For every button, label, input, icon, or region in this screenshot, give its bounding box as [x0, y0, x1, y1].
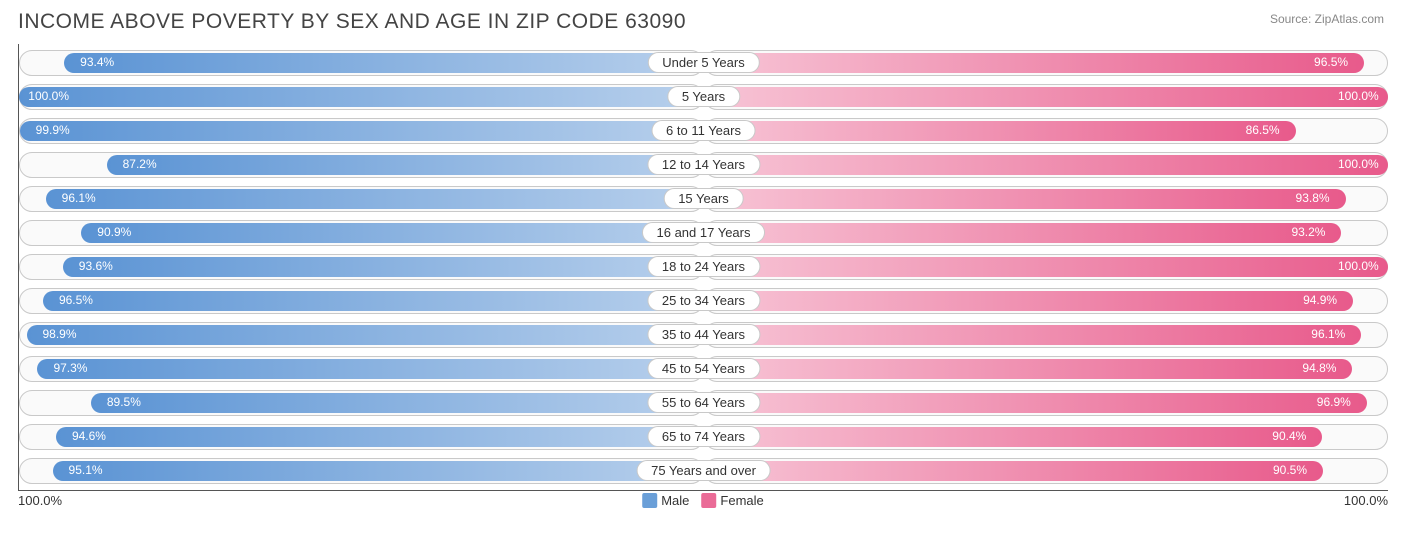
value-label-male: 93.6% — [79, 259, 113, 273]
value-label-male: 90.9% — [97, 225, 131, 239]
data-row: 94.6% 90.4% 65 to 74 Years — [19, 422, 1388, 452]
bar-male — [19, 87, 704, 107]
value-label-female: 100.0% — [1338, 89, 1379, 103]
data-row: 100.0% 100.0% 5 Years — [19, 82, 1388, 112]
value-label-female: 86.5% — [1246, 123, 1280, 137]
value-label-female: 94.8% — [1302, 361, 1336, 375]
bar-male — [53, 461, 704, 481]
bar-female — [704, 257, 1389, 277]
value-label-female: 94.9% — [1303, 293, 1337, 307]
data-row: 98.9% 96.1% 35 to 44 Years — [19, 320, 1388, 350]
data-row: 89.5% 96.9% 55 to 64 Years — [19, 388, 1388, 418]
category-label: 45 to 54 Years — [647, 358, 760, 379]
category-label: 16 and 17 Years — [642, 222, 766, 243]
legend-male-swatch — [642, 493, 657, 508]
bar-female — [704, 189, 1346, 209]
data-row: 96.1% 93.8% 15 Years — [19, 184, 1388, 214]
value-label-male: 93.4% — [80, 55, 114, 69]
data-row: 87.2% 100.0% 12 to 14 Years — [19, 150, 1388, 180]
data-row: 93.4% 96.5% Under 5 Years — [19, 48, 1388, 78]
value-label-male: 97.3% — [53, 361, 87, 375]
bar-male — [64, 53, 703, 73]
value-label-female: 100.0% — [1338, 157, 1379, 171]
bar-male — [20, 121, 704, 141]
category-label: Under 5 Years — [647, 52, 759, 73]
value-label-female: 96.1% — [1311, 327, 1345, 341]
data-row: 99.9% 86.5% 6 to 11 Years — [19, 116, 1388, 146]
chart-area: 93.4% 96.5% Under 5 Years 100.0% 100.0% 5 Yea… — [18, 44, 1388, 491]
value-label-female: 93.2% — [1291, 225, 1325, 239]
bar-female — [704, 393, 1367, 413]
category-label: 65 to 74 Years — [647, 426, 760, 447]
value-label-male: 87.2% — [123, 157, 157, 171]
value-label-male: 98.9% — [43, 327, 77, 341]
value-label-male: 95.1% — [69, 463, 103, 477]
legend-male: Male — [642, 493, 689, 508]
value-label-female: 96.5% — [1314, 55, 1348, 69]
bar-female — [704, 427, 1323, 447]
category-label: 35 to 44 Years — [647, 324, 760, 345]
category-label: 75 Years and over — [636, 460, 771, 481]
bar-female — [704, 359, 1353, 379]
value-label-male: 89.5% — [107, 395, 141, 409]
value-label-male: 94.6% — [72, 429, 106, 443]
value-label-female: 100.0% — [1338, 259, 1379, 273]
bar-male — [63, 257, 704, 277]
axis-left-label: 100.0% — [18, 493, 62, 508]
bar-male — [56, 427, 704, 447]
value-label-male: 96.1% — [62, 191, 96, 205]
legend-female-swatch — [701, 493, 716, 508]
bar-female — [704, 87, 1389, 107]
value-label-female: 90.4% — [1272, 429, 1306, 443]
bar-female — [704, 461, 1323, 481]
bar-female — [704, 223, 1342, 243]
bar-female — [704, 121, 1296, 141]
source-attribution: Source: ZipAtlas.com — [1270, 12, 1384, 26]
value-label-female: 90.5% — [1273, 463, 1307, 477]
value-label-female: 93.8% — [1296, 191, 1330, 205]
category-label: 18 to 24 Years — [647, 256, 760, 277]
bar-male — [91, 393, 704, 413]
category-label: 15 Years — [663, 188, 744, 209]
category-label: 55 to 64 Years — [647, 392, 760, 413]
axis-row: 100.0% Male Female 100.0% — [18, 493, 1388, 519]
bar-female — [704, 325, 1362, 345]
data-row: 95.1% 90.5% 75 Years and over — [19, 456, 1388, 486]
legend-female: Female — [701, 493, 763, 508]
legend-male-label: Male — [661, 493, 689, 508]
category-label: 12 to 14 Years — [647, 154, 760, 175]
category-label: 6 to 11 Years — [651, 120, 756, 141]
bar-male — [107, 155, 704, 175]
legend: Male Female — [642, 493, 764, 508]
bar-female — [704, 155, 1389, 175]
bar-male — [27, 325, 704, 345]
bar-male — [81, 223, 703, 243]
category-label: 25 to 34 Years — [647, 290, 760, 311]
bar-male — [37, 359, 703, 379]
value-label-female: 96.9% — [1317, 395, 1351, 409]
legend-female-label: Female — [720, 493, 763, 508]
value-label-male: 99.9% — [36, 123, 70, 137]
data-row: 90.9% 93.2% 16 and 17 Years — [19, 218, 1388, 248]
axis-right-label: 100.0% — [1344, 493, 1388, 508]
value-label-male: 96.5% — [59, 293, 93, 307]
bar-female — [704, 291, 1354, 311]
bar-female — [704, 53, 1365, 73]
chart-title: INCOME ABOVE POVERTY BY SEX AND AGE IN Z… — [18, 10, 1388, 34]
data-row: 97.3% 94.8% 45 to 54 Years — [19, 354, 1388, 384]
bar-male — [46, 189, 704, 209]
data-row: 96.5% 94.9% 25 to 34 Years — [19, 286, 1388, 316]
bar-male — [43, 291, 704, 311]
data-row: 93.6% 100.0% 18 to 24 Years — [19, 252, 1388, 282]
category-label: 5 Years — [667, 86, 740, 107]
value-label-male: 100.0% — [28, 89, 69, 103]
